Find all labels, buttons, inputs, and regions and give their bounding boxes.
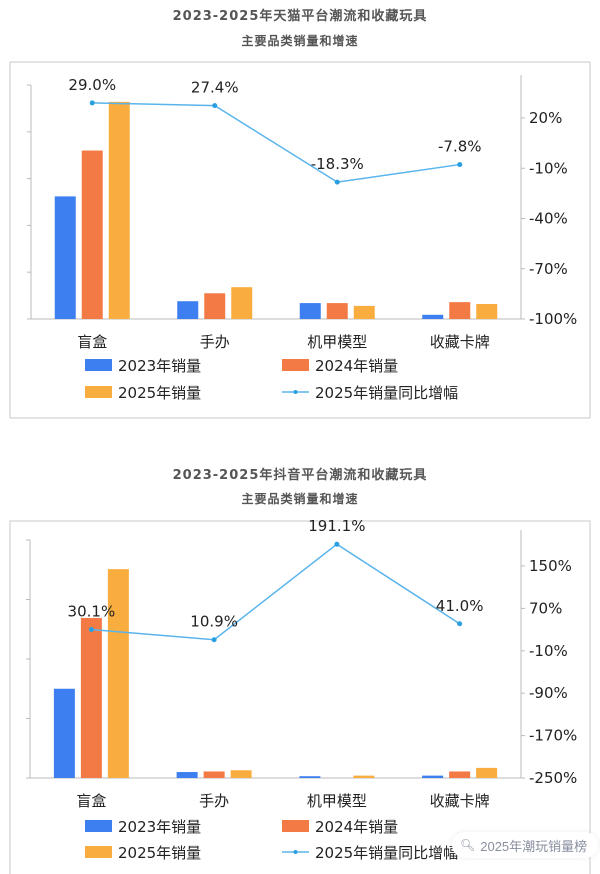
legend-label: 2024年销量	[315, 357, 398, 375]
bar-1-4	[422, 314, 444, 319]
bar-2-4	[449, 302, 471, 319]
bar-3-3	[353, 305, 375, 319]
right-tick-label: 20%	[529, 109, 562, 127]
bar-1-2	[177, 301, 199, 319]
search-icon: 🔍︎	[460, 838, 476, 852]
category-label: 机甲模型	[307, 792, 367, 810]
right-tick-label: -70%	[529, 260, 568, 278]
bar-2-4	[449, 771, 471, 778]
legend-swatch	[85, 386, 112, 398]
bar-2-1	[80, 617, 102, 778]
bar-3-3	[353, 775, 375, 778]
growth-data-label: 27.4%	[191, 79, 239, 97]
tmall-chart: 20% -10% -40% -70% -100% 盲盒 手办 机甲模型 收藏卡牌 29.0% 27.…	[9, 61, 591, 419]
bar-1-3	[299, 303, 321, 319]
growth-data-label: -7.8%	[438, 138, 482, 156]
legend-swatch	[282, 820, 309, 832]
legend-swatch	[282, 359, 309, 371]
category-label: 手办	[200, 333, 230, 351]
right-tick-label: -10%	[529, 159, 568, 177]
growth-data-label: -18.3%	[311, 155, 364, 173]
category-label: 盲盒	[77, 333, 107, 351]
growth-line	[92, 102, 460, 183]
right-tick-label: -100%	[529, 310, 577, 328]
legend-swatch	[85, 846, 112, 858]
growth-point	[457, 621, 463, 627]
category-label: 盲盒	[76, 792, 106, 810]
growth-point	[89, 100, 95, 106]
right-tick-label: -40%	[529, 210, 568, 228]
legend-label: 2023年销量	[118, 357, 201, 375]
bar-3-2	[230, 770, 252, 778]
bar-1-1	[54, 196, 76, 319]
growth-data-label: 10.9%	[190, 613, 238, 631]
legend-swatch	[85, 820, 112, 832]
category-label: 收藏卡牌	[430, 333, 490, 351]
growth-point	[334, 179, 340, 185]
legend-label: 2023年销量	[118, 818, 201, 836]
bar-3-2	[231, 287, 253, 319]
right-tick-label: -90%	[529, 684, 568, 702]
bar-2-2	[203, 771, 225, 778]
bar-2-3	[326, 303, 348, 319]
bar-3-1	[108, 101, 130, 320]
category-label: 收藏卡牌	[430, 792, 490, 810]
growth-point	[212, 103, 218, 109]
right-tick-label: -10%	[529, 642, 568, 660]
search-suggestion-button[interactable]: 🔍︎ 2025年潮玩销量榜	[452, 832, 598, 858]
chart-title: 2023-2025年抖音平台潮流和收藏玩具	[172, 468, 428, 483]
bar-1-2	[176, 772, 198, 778]
douyin-chart-section: 2023-2025年抖音平台潮流和收藏玩具 主要品类销量和增速 150% 70% -…	[0, 450, 600, 874]
right-tick-label: 70%	[529, 599, 562, 617]
legend-label: 2025年销量同比增幅	[315, 844, 458, 862]
tmall-chart-section: 2023-2025年天猫平台潮流和收藏玩具 主要品类销量和增速 20% -10% -…	[0, 0, 600, 430]
growth-point	[457, 162, 463, 168]
category-label: 手办	[199, 792, 229, 810]
growth-data-label: 30.1%	[68, 603, 116, 621]
growth-point	[88, 627, 94, 633]
chart-frame	[9, 61, 591, 419]
bar-1-1	[53, 688, 75, 778]
legend-line-marker	[293, 850, 298, 854]
right-tick-label: -250%	[529, 769, 577, 787]
bar-3-4	[476, 767, 498, 778]
bar-3-4	[476, 304, 498, 319]
bar-1-3	[299, 776, 321, 778]
legend-label: 2025年销量同比增幅	[315, 384, 458, 402]
growth-line	[91, 543, 461, 641]
bar-2-2	[204, 293, 226, 319]
right-tick-label: -170%	[529, 727, 577, 745]
legend-label: 2025年销量	[118, 844, 201, 862]
chart-subtitle: 主要品类销量和增速	[241, 34, 359, 48]
growth-data-label: 29.0%	[68, 76, 116, 94]
bar-3-1	[107, 569, 129, 778]
growth-data-label: 41.0%	[436, 597, 484, 615]
growth-data-label: 191.1%	[308, 517, 365, 535]
douyin-chart: 150% 70% -10% -90% -170% -250% 盲盒 手办 机甲模型 收藏卡牌 30.…	[9, 517, 591, 874]
search-suggestion-text: 2025年潮玩销量榜	[480, 838, 588, 854]
category-label: 机甲模型	[307, 333, 367, 351]
growth-point	[211, 637, 217, 643]
chart-frame	[9, 520, 591, 874]
chart-title: 2023-2025年天猫平台潮流和收藏玩具	[172, 9, 428, 24]
bar-2-1	[81, 150, 103, 319]
legend-label: 2024年销量	[315, 818, 398, 836]
legend-swatch	[85, 359, 112, 371]
legend-label: 2025年销量	[118, 384, 201, 402]
bar-1-4	[422, 775, 444, 778]
growth-point	[334, 541, 340, 547]
right-tick-label: 150%	[529, 557, 572, 575]
legend-line-marker	[293, 390, 298, 394]
chart-subtitle: 主要品类销量和增速	[241, 492, 359, 506]
